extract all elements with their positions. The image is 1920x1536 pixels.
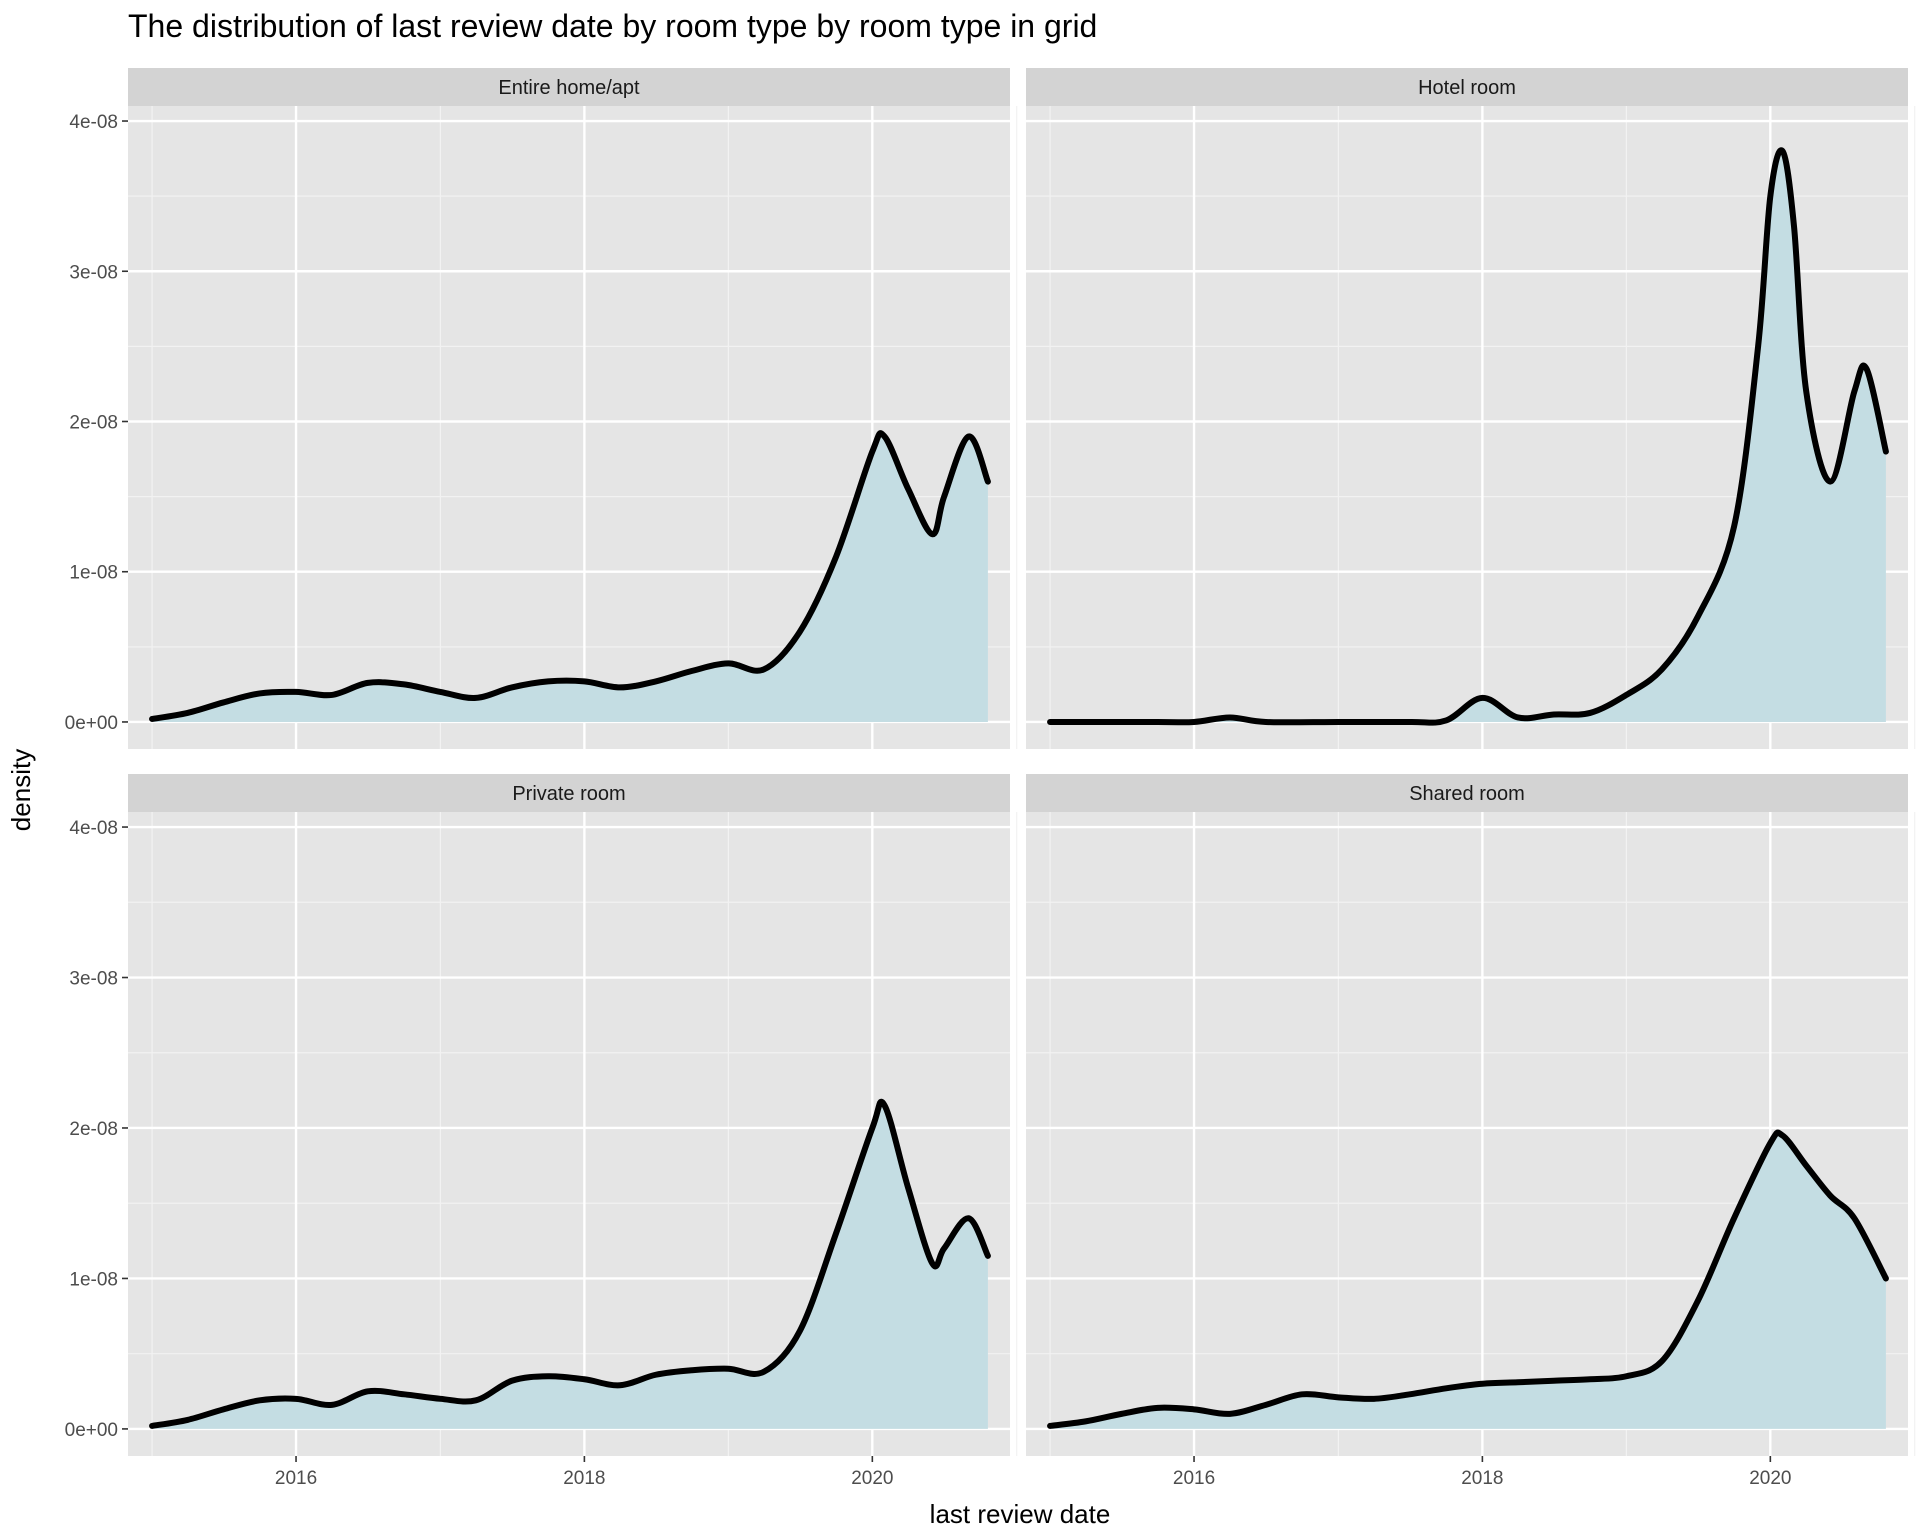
x-tick-label: 2016	[275, 1468, 317, 1489]
y-tick-label: 4e-08	[69, 112, 118, 133]
y-tick-label: 2e-08	[69, 1119, 118, 1140]
facet-panel: Shared room 2016 2018 2020	[1026, 774, 1916, 1489]
facet-strip-label: Hotel room	[1418, 77, 1516, 99]
density-area	[152, 433, 988, 722]
facet-strip-label: Entire home/apt	[498, 77, 640, 99]
density-area	[1050, 1132, 1886, 1429]
density-area	[152, 1101, 988, 1429]
facet-strip	[128, 68, 1010, 106]
density-line	[149, 1098, 991, 1429]
x-tick-label: 2020	[1749, 1468, 1791, 1489]
y-tick-label: 1e-08	[69, 1269, 118, 1290]
density-line	[1047, 1129, 1889, 1429]
facet-panel: Hotel room	[1026, 68, 1916, 749]
y-tick-label: 0e+00	[65, 1420, 118, 1441]
facet-strip	[128, 774, 1010, 812]
y-tick-label: 3e-08	[69, 262, 118, 283]
x-tick-label: 2016	[1173, 1468, 1215, 1489]
x-tick-label: 2018	[1461, 1468, 1503, 1489]
facet-strip-label: Private room	[512, 783, 625, 805]
y-tick-label: 3e-08	[69, 969, 118, 990]
y-tick-label: 0e+00	[65, 713, 118, 734]
facet-strip	[1026, 774, 1908, 812]
density-area	[1050, 150, 1886, 723]
facet-strip	[1026, 68, 1908, 106]
density-line	[1047, 147, 1889, 726]
chart-title: The distribution of last review date by …	[128, 8, 1098, 44]
y-tick-label: 1e-08	[69, 563, 118, 584]
x-axis-title: last review date	[930, 1499, 1111, 1529]
facet-panel: Private room 0e+00 1e-08 2e-08 3e-08 4e-08 201…	[65, 774, 1018, 1489]
density-line	[149, 430, 991, 722]
y-axis-title: density	[6, 749, 36, 831]
facet-panel: Entire home/apt 0e+00 1e-08 2e-08 3e-08 4e-08	[65, 68, 1018, 749]
facet-strip-label: Shared room	[1409, 783, 1525, 805]
y-tick-label: 2e-08	[69, 412, 118, 433]
y-tick-label: 4e-08	[69, 818, 118, 839]
x-tick-label: 2018	[563, 1468, 605, 1489]
x-tick-label: 2020	[851, 1468, 893, 1489]
